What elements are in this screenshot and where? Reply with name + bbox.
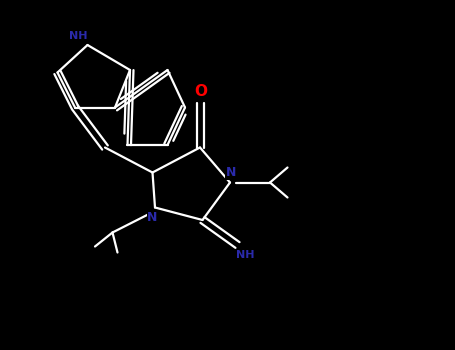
Text: NH: NH xyxy=(236,250,254,260)
Text: NH: NH xyxy=(69,31,88,41)
Text: N: N xyxy=(147,211,158,224)
Text: N: N xyxy=(226,166,236,179)
Text: O: O xyxy=(194,84,207,99)
